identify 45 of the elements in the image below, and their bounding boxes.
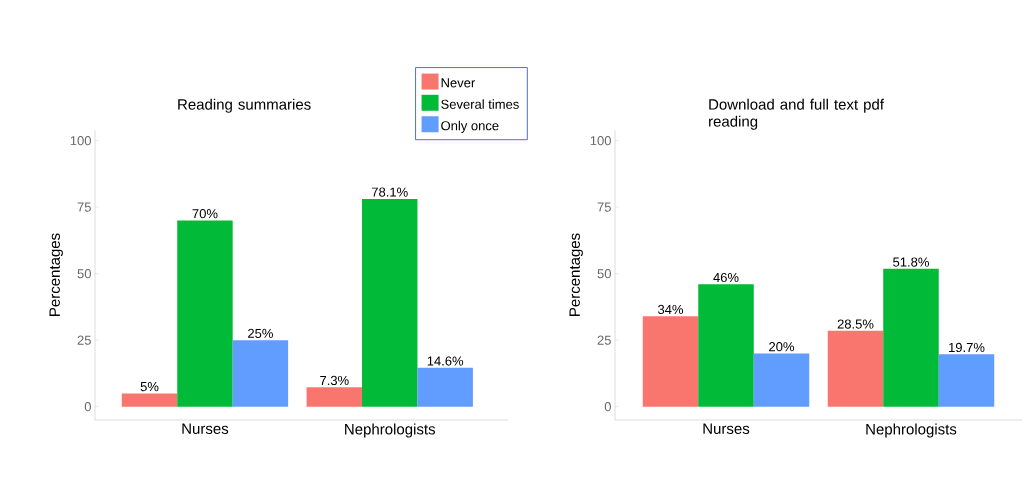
data-label: 25% — [248, 328, 273, 338]
bar — [698, 284, 754, 407]
y-tick-label: 25 — [597, 335, 611, 345]
data-label: 34% — [657, 304, 684, 315]
bar — [883, 268, 939, 407]
data-label: 78.1% — [371, 187, 408, 197]
bar — [642, 316, 699, 407]
y-tick-label: 25 — [77, 335, 91, 345]
y-tick-label: 75 — [597, 202, 611, 212]
data-label: 20% — [769, 342, 795, 352]
y-tick-label: 100 — [590, 136, 611, 146]
chart-title: Download and full text pdf reading — [709, 98, 884, 130]
y-tick-label: 50 — [77, 269, 91, 279]
data-label: 14.6% — [427, 356, 464, 366]
x-tick-label: Nurses — [703, 423, 750, 434]
bar — [177, 220, 233, 407]
data-label: 5% — [140, 382, 159, 392]
data-label: 7.3% — [320, 375, 349, 386]
y-tick-label: 0 — [84, 402, 91, 412]
y-axis-title: Percentages — [569, 233, 583, 316]
y-axis-title: Percentages — [49, 233, 63, 316]
data-label: 28.5% — [837, 319, 874, 329]
data-label: 51.8% — [893, 257, 929, 267]
bar — [232, 340, 289, 407]
bar — [306, 387, 363, 407]
y-tick-label: 100 — [70, 136, 91, 146]
data-label: 70% — [192, 209, 218, 219]
chart-title: Reading summaries — [178, 98, 311, 113]
legend-label: Never — [441, 78, 476, 88]
legend-label: Only once — [441, 120, 499, 133]
bar — [827, 330, 884, 407]
y-tick-label: 50 — [597, 269, 611, 279]
data-label: 19.7% — [949, 342, 985, 353]
legend-label: Several times — [441, 99, 519, 109]
x-tick-label: Nephrologists — [345, 423, 436, 438]
y-tick-label: 75 — [77, 202, 91, 212]
bar — [938, 354, 995, 407]
x-tick-label: Nurses — [182, 423, 229, 434]
y-tick-label: 0 — [604, 402, 611, 412]
bar — [121, 393, 178, 407]
bar — [753, 353, 810, 407]
x-tick-label: Nephrologists — [866, 423, 957, 438]
bar — [362, 198, 418, 407]
data-label: 46% — [713, 272, 739, 283]
bar — [417, 367, 473, 407]
